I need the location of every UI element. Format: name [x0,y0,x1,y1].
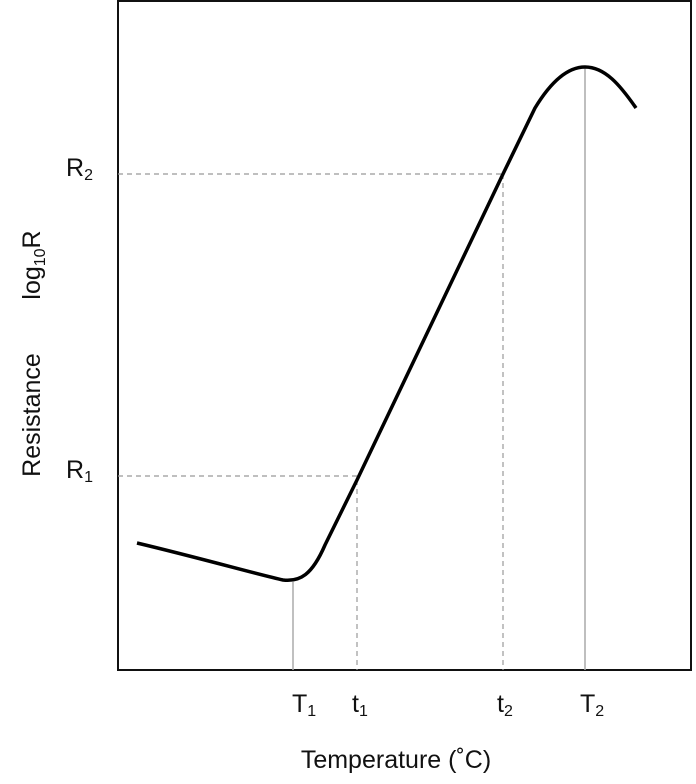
marker-base: T [292,690,307,718]
marker-sub: 1 [84,469,93,486]
marker-base: R [66,456,84,484]
marker-base: t [352,690,359,718]
y-marker: R2 [66,154,93,184]
marker-sub: 2 [504,703,513,720]
y-axis-label: Resistance [18,353,46,477]
marker-sub: 2 [84,167,93,184]
marker-sub: 1 [307,703,316,720]
x-marker: t2 [497,690,513,720]
marker-base: T [580,690,595,718]
marker-sub: 1 [359,703,368,720]
plot-frame [117,0,692,671]
x-marker: t1 [352,690,368,720]
marker-sub: 2 [595,703,604,720]
curve [136,65,638,583]
quantity-sub: 10 [32,248,49,266]
x-marker: T2 [580,690,604,720]
quantity-suffix: R [18,230,46,248]
marker-base: t [497,690,504,718]
marker-base: R [66,154,84,182]
quantity-base: log [18,266,46,299]
x-axis-label: Temperature (˚C) [301,746,491,774]
x-marker: T1 [292,690,316,720]
y-marker: R1 [66,456,93,486]
y-axis-quantity: log10R [18,230,49,299]
